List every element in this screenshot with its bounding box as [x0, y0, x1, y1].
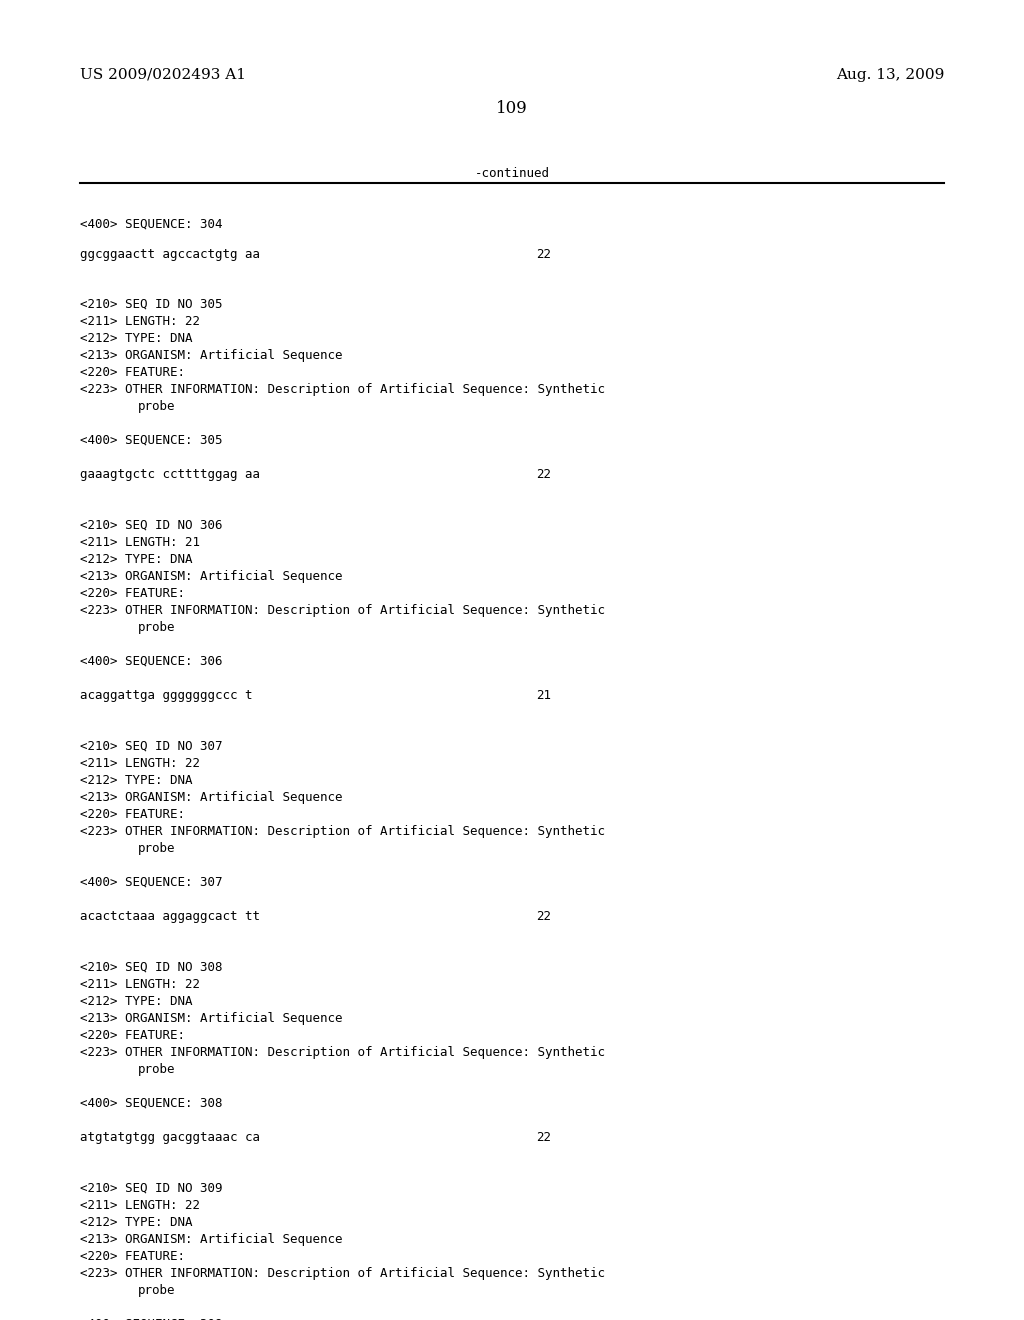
Text: 22: 22 — [536, 469, 551, 480]
Text: acactctaaa aggaggcact tt: acactctaaa aggaggcact tt — [80, 909, 260, 923]
Text: <213> ORGANISM: Artificial Sequence: <213> ORGANISM: Artificial Sequence — [80, 1233, 342, 1246]
Text: <212> TYPE: DNA: <212> TYPE: DNA — [80, 995, 193, 1008]
Text: <400> SEQUENCE: 309: <400> SEQUENCE: 309 — [80, 1317, 222, 1320]
Text: <220> FEATURE:: <220> FEATURE: — [80, 366, 185, 379]
Text: <211> LENGTH: 22: <211> LENGTH: 22 — [80, 978, 200, 991]
Text: <400> SEQUENCE: 306: <400> SEQUENCE: 306 — [80, 655, 222, 668]
Text: 22: 22 — [536, 248, 551, 261]
Text: <220> FEATURE:: <220> FEATURE: — [80, 808, 185, 821]
Text: <220> FEATURE:: <220> FEATURE: — [80, 1250, 185, 1263]
Text: <213> ORGANISM: Artificial Sequence: <213> ORGANISM: Artificial Sequence — [80, 791, 342, 804]
Text: <212> TYPE: DNA: <212> TYPE: DNA — [80, 333, 193, 345]
Text: <400> SEQUENCE: 307: <400> SEQUENCE: 307 — [80, 876, 222, 888]
Text: <223> OTHER INFORMATION: Description of Artificial Sequence: Synthetic: <223> OTHER INFORMATION: Description of … — [80, 1267, 605, 1280]
Text: <400> SEQUENCE: 308: <400> SEQUENCE: 308 — [80, 1097, 222, 1110]
Text: <210> SEQ ID NO 308: <210> SEQ ID NO 308 — [80, 961, 222, 974]
Text: probe: probe — [138, 620, 175, 634]
Text: <212> TYPE: DNA: <212> TYPE: DNA — [80, 774, 193, 787]
Text: probe: probe — [138, 1063, 175, 1076]
Text: <213> ORGANISM: Artificial Sequence: <213> ORGANISM: Artificial Sequence — [80, 1012, 342, 1026]
Text: <211> LENGTH: 22: <211> LENGTH: 22 — [80, 315, 200, 327]
Text: <213> ORGANISM: Artificial Sequence: <213> ORGANISM: Artificial Sequence — [80, 570, 342, 583]
Text: <211> LENGTH: 21: <211> LENGTH: 21 — [80, 536, 200, 549]
Text: <220> FEATURE:: <220> FEATURE: — [80, 1030, 185, 1041]
Text: <223> OTHER INFORMATION: Description of Artificial Sequence: Synthetic: <223> OTHER INFORMATION: Description of … — [80, 825, 605, 838]
Text: <210> SEQ ID NO 305: <210> SEQ ID NO 305 — [80, 298, 222, 312]
Text: probe: probe — [138, 1284, 175, 1298]
Text: <212> TYPE: DNA: <212> TYPE: DNA — [80, 553, 193, 566]
Text: 21: 21 — [536, 689, 551, 702]
Text: ggcggaactt agccactgtg aa: ggcggaactt agccactgtg aa — [80, 248, 260, 261]
Text: <213> ORGANISM: Artificial Sequence: <213> ORGANISM: Artificial Sequence — [80, 348, 342, 362]
Text: 22: 22 — [536, 1131, 551, 1144]
Text: <210> SEQ ID NO 307: <210> SEQ ID NO 307 — [80, 741, 222, 752]
Text: -continued: -continued — [474, 168, 550, 180]
Text: gaaagtgctc ccttttggag aa: gaaagtgctc ccttttggag aa — [80, 469, 260, 480]
Text: <400> SEQUENCE: 304: <400> SEQUENCE: 304 — [80, 218, 222, 231]
Text: <210> SEQ ID NO 306: <210> SEQ ID NO 306 — [80, 519, 222, 532]
Text: <223> OTHER INFORMATION: Description of Artificial Sequence: Synthetic: <223> OTHER INFORMATION: Description of … — [80, 605, 605, 616]
Text: <210> SEQ ID NO 309: <210> SEQ ID NO 309 — [80, 1181, 222, 1195]
Text: US 2009/0202493 A1: US 2009/0202493 A1 — [80, 69, 246, 82]
Text: probe: probe — [138, 400, 175, 413]
Text: <400> SEQUENCE: 305: <400> SEQUENCE: 305 — [80, 434, 222, 447]
Text: <223> OTHER INFORMATION: Description of Artificial Sequence: Synthetic: <223> OTHER INFORMATION: Description of … — [80, 383, 605, 396]
Text: 22: 22 — [536, 909, 551, 923]
Text: <220> FEATURE:: <220> FEATURE: — [80, 587, 185, 601]
Text: <212> TYPE: DNA: <212> TYPE: DNA — [80, 1216, 193, 1229]
Text: <211> LENGTH: 22: <211> LENGTH: 22 — [80, 1199, 200, 1212]
Text: <211> LENGTH: 22: <211> LENGTH: 22 — [80, 756, 200, 770]
Text: 109: 109 — [496, 100, 528, 117]
Text: atgtatgtgg gacggtaaac ca: atgtatgtgg gacggtaaac ca — [80, 1131, 260, 1144]
Text: probe: probe — [138, 842, 175, 855]
Text: <223> OTHER INFORMATION: Description of Artificial Sequence: Synthetic: <223> OTHER INFORMATION: Description of … — [80, 1045, 605, 1059]
Text: acaggattga gggggggccc t: acaggattga gggggggccc t — [80, 689, 253, 702]
Text: Aug. 13, 2009: Aug. 13, 2009 — [836, 69, 944, 82]
